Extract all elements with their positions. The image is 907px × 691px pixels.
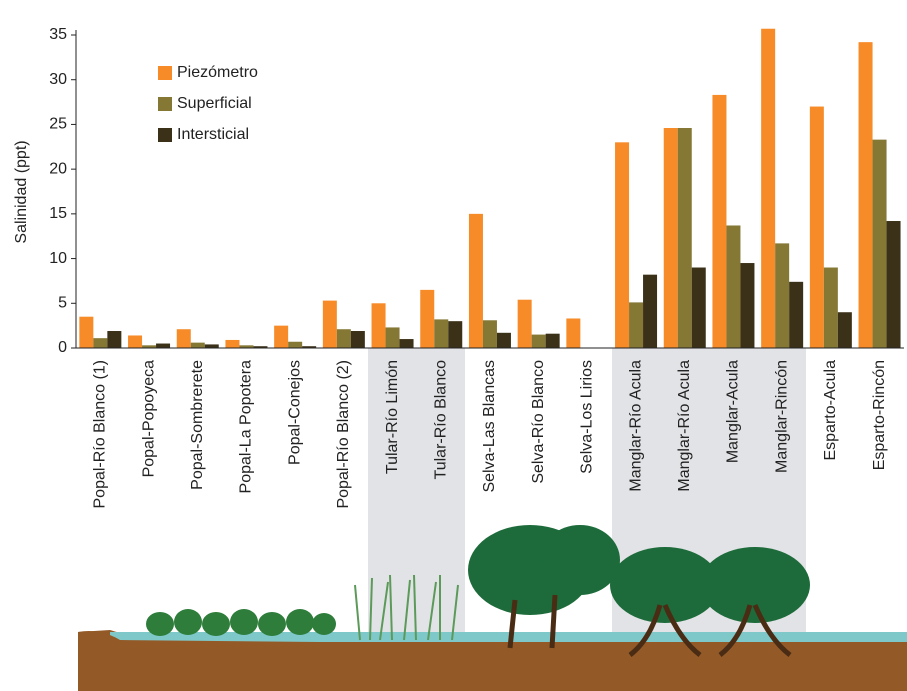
bar	[156, 343, 171, 348]
bar	[531, 334, 546, 348]
bar	[190, 342, 205, 348]
bar	[274, 325, 289, 348]
y-tick-label: 5	[58, 295, 67, 312]
bar	[517, 299, 532, 348]
legend-label: Intersticial	[177, 126, 249, 143]
bar	[239, 345, 254, 348]
bar	[385, 327, 400, 348]
bar	[726, 225, 741, 348]
bar	[288, 341, 303, 348]
x-tick-label: Esparto-Rincón	[871, 360, 888, 470]
bar	[775, 243, 790, 348]
x-tick-label: Tular-Río Limón	[384, 360, 401, 474]
bar	[663, 128, 678, 348]
x-tick-label: Selva-Río Blanco	[530, 360, 547, 484]
bar	[629, 302, 644, 348]
bar	[371, 303, 386, 348]
bar	[142, 345, 157, 348]
x-tick-label: Manglar-Río Acula	[627, 360, 644, 492]
x-tick-label: Popal-La Popotera	[238, 360, 255, 494]
bar	[545, 333, 560, 348]
x-tick-label: Popal-Conejos	[286, 360, 303, 465]
bar	[322, 300, 337, 348]
bar	[468, 213, 483, 348]
bar	[93, 338, 108, 348]
illustration	[78, 525, 907, 691]
x-tick-label: Tular-Río Blanco	[432, 360, 449, 480]
y-tick-label: 15	[49, 205, 67, 222]
bar	[886, 221, 901, 348]
bar	[434, 319, 449, 348]
bar	[872, 139, 887, 348]
x-tick-label: Popal-Sombrerete	[189, 360, 206, 490]
bar	[79, 316, 94, 348]
bar	[677, 128, 692, 348]
y-tick-label: 20	[49, 160, 67, 177]
bar	[204, 344, 219, 348]
bar	[253, 346, 268, 348]
bar	[302, 346, 317, 348]
x-tick-label: Popal-Río Blanco (2)	[335, 360, 352, 509]
x-tick-label: Selva-Los Lirios	[579, 360, 596, 474]
legend-swatch	[158, 66, 172, 80]
shaded-zone	[368, 348, 465, 640]
bar	[691, 267, 706, 348]
bar	[225, 339, 240, 348]
bar	[420, 289, 435, 348]
bar	[496, 332, 511, 348]
legend-label: Piezómetro	[177, 64, 258, 81]
legend-swatch	[158, 97, 172, 111]
bar	[566, 318, 581, 348]
y-tick-label: 10	[49, 250, 67, 267]
bar	[643, 274, 658, 348]
x-tick-label: Esparto-Acula	[822, 360, 839, 461]
y-tick-label: 35	[49, 26, 67, 43]
bar	[615, 142, 630, 348]
bar	[809, 106, 824, 349]
bar	[448, 321, 463, 348]
bar	[128, 335, 143, 348]
bar	[837, 312, 852, 348]
bar	[107, 331, 122, 348]
x-tick-label: Manglar-Rincón	[773, 360, 790, 473]
bar	[740, 263, 755, 348]
y-tick-label: 0	[58, 339, 67, 356]
bar	[823, 267, 838, 348]
bar	[761, 28, 776, 349]
bar	[482, 320, 497, 348]
x-tick-label: Manglar-Río Acula	[676, 360, 693, 492]
bar	[858, 42, 873, 348]
bar	[399, 339, 414, 348]
bar	[350, 331, 365, 348]
x-tick-label: Manglar-Acula	[725, 360, 742, 463]
legend-swatch	[158, 128, 172, 142]
y-tick-label: 30	[49, 71, 67, 88]
x-tick-label: Popal-Río Blanco (1)	[92, 360, 109, 509]
bar	[336, 329, 351, 348]
x-tick-label: Popal-Popoyeca	[140, 360, 157, 478]
legend-label: Superficial	[177, 95, 252, 112]
x-tick-label: Selva-Las Blancas	[481, 360, 498, 493]
y-axis-label: Salinidad (ppt)	[13, 140, 30, 243]
bar	[712, 94, 727, 348]
bar	[789, 281, 804, 348]
bar	[176, 329, 191, 348]
y-tick-label: 25	[49, 116, 67, 133]
